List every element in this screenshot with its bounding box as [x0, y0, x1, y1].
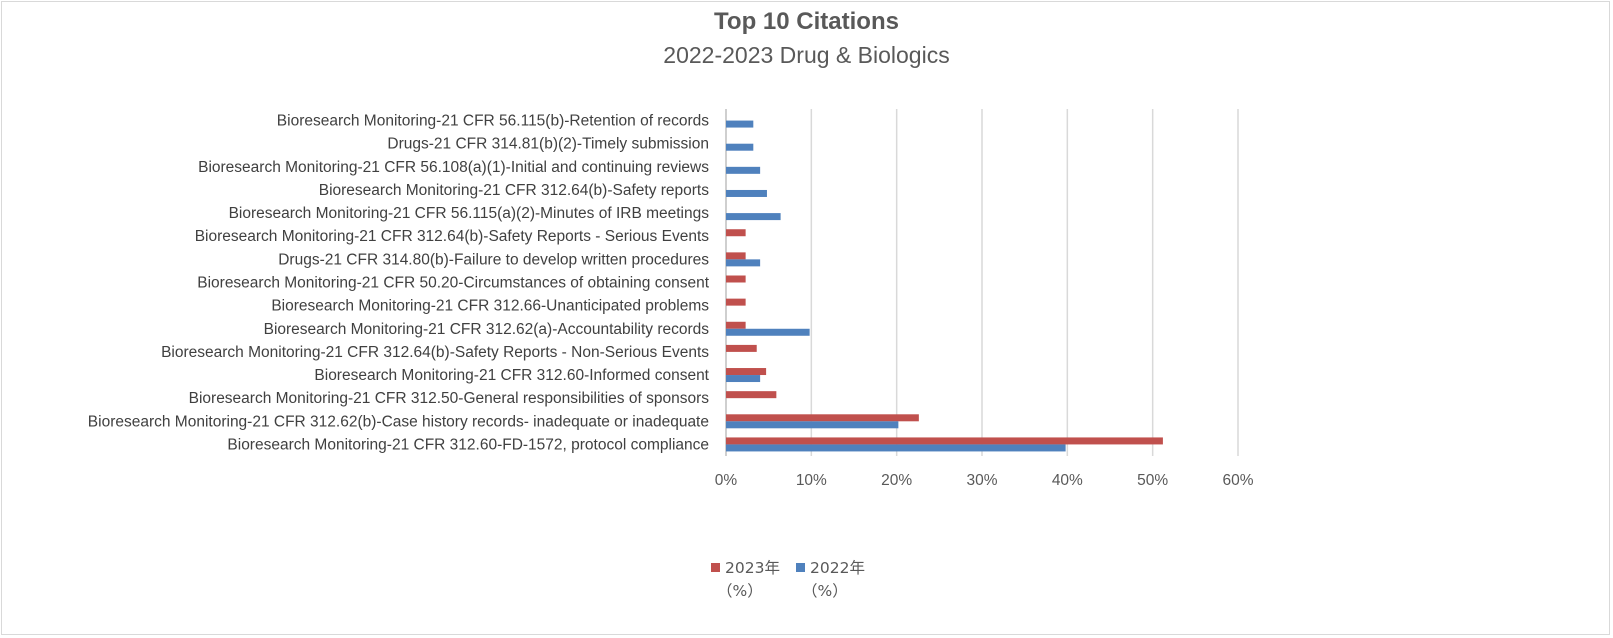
- category-label: Drugs-21 CFR 314.81(b)(2)-Timely submiss…: [387, 136, 709, 153]
- x-tick-label: 0%: [715, 472, 738, 489]
- category-label: Drugs-21 CFR 314.80(b)-Failure to develo…: [278, 251, 709, 268]
- category-label: Bioresearch Monitoring-21 CFR 56.115(b)-…: [277, 113, 709, 130]
- legend-label: 2022年: [810, 559, 865, 577]
- y-axis: Bioresearch Monitoring-21 CFR 56.115(b)-…: [88, 113, 710, 454]
- bar: [726, 275, 746, 283]
- bar: [726, 344, 757, 352]
- x-tick-label: 30%: [966, 472, 997, 489]
- category-label: Bioresearch Monitoring-21 CFR 312.60-FD-…: [227, 436, 709, 453]
- bar: [726, 437, 1163, 445]
- category-label: Bioresearch Monitoring-21 CFR 312.64(b)-…: [319, 182, 710, 199]
- category-label: Bioresearch Monitoring-21 CFR 312.64(b)-…: [195, 228, 710, 245]
- x-axis: 0% 10% 20% 30% 40% 50% 60%: [715, 472, 1254, 489]
- x-tick-label: 20%: [881, 472, 912, 489]
- category-label: Bioresearch Monitoring-21 CFR 312.60-Inf…: [314, 367, 709, 384]
- bar: [726, 444, 1066, 452]
- category-label: Bioresearch Monitoring-21 CFR 312.64(b)-…: [161, 344, 709, 361]
- series-0: [726, 229, 1163, 445]
- x-tick-label: 60%: [1222, 472, 1253, 489]
- bar: [726, 414, 919, 422]
- category-label: Bioresearch Monitoring-21 CFR 50.20-Circ…: [197, 275, 709, 292]
- category-label: Bioresearch Monitoring-21 CFR 312.66-Una…: [271, 298, 709, 315]
- chart-subtitle: 2022-2023 Drug & Biologics: [663, 42, 950, 68]
- series-1: [726, 120, 1066, 452]
- bar: [726, 213, 781, 221]
- bar: [726, 229, 746, 237]
- legend-swatch: [711, 563, 720, 572]
- category-label: Bioresearch Monitoring-21 CFR 312.62(a)-…: [264, 321, 710, 338]
- x-tick-label: 40%: [1052, 472, 1083, 489]
- category-label: Bioresearch Monitoring-21 CFR 312.62(b)-…: [88, 413, 709, 430]
- legend-swatch: [796, 563, 805, 572]
- bar: [726, 189, 767, 197]
- bar: [726, 298, 746, 306]
- category-label: Bioresearch Monitoring-21 CFR 312.50-Gen…: [189, 390, 710, 407]
- x-tick-label: 10%: [796, 472, 827, 489]
- legend: 2023年 （%） 2022年 （%）: [711, 559, 865, 600]
- legend-label-unit: （%）: [717, 582, 763, 600]
- x-tick-label: 50%: [1137, 472, 1168, 489]
- bar: [726, 391, 777, 399]
- bar: [726, 166, 761, 174]
- bar: [726, 120, 754, 128]
- bar: [726, 421, 899, 429]
- bar: [726, 259, 761, 267]
- bar: [726, 321, 746, 329]
- legend-label: 2023年: [725, 559, 780, 577]
- category-label: Bioresearch Monitoring-21 CFR 56.108(a)(…: [198, 159, 709, 176]
- category-label: Bioresearch Monitoring-21 CFR 56.115(a)(…: [229, 205, 710, 222]
- bar: [726, 252, 746, 260]
- bar: [726, 143, 754, 151]
- bar: [726, 328, 810, 336]
- chart-title: Top 10 Citations: [714, 8, 899, 35]
- bar: [726, 375, 761, 383]
- legend-label-unit: （%）: [802, 582, 848, 600]
- bar: [726, 368, 767, 376]
- gridlines: [725, 109, 1239, 456]
